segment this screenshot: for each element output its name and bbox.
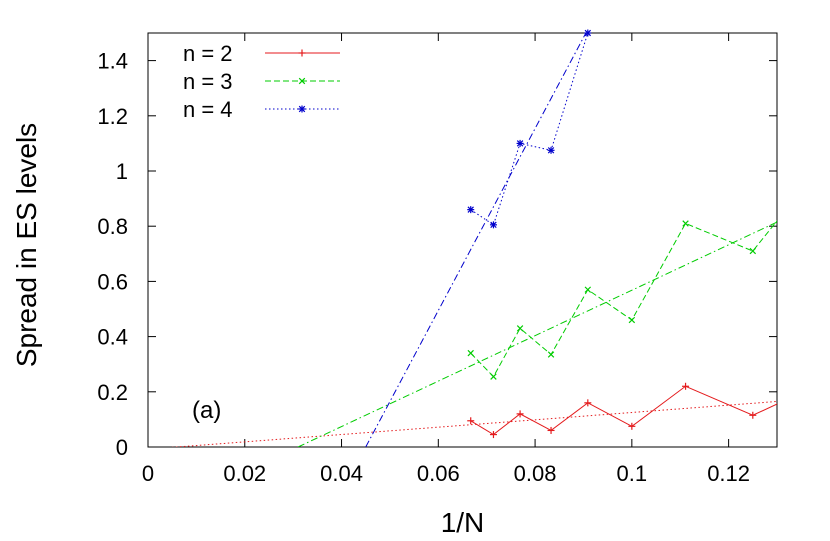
series-1 — [467, 382, 777, 439]
fit-line — [297, 221, 777, 447]
data-point — [584, 286, 592, 293]
y-tick-label: 0.8 — [97, 214, 128, 239]
legend-label: n = 2 — [183, 41, 233, 66]
y-tick-label: 1.2 — [97, 104, 128, 129]
series-3 — [467, 29, 592, 229]
y-tick-label: 1 — [116, 159, 128, 184]
y-axis-title: Spread in ES levels — [11, 123, 42, 367]
y-tick-label: 0.6 — [97, 269, 128, 294]
data-point — [628, 422, 636, 430]
axis-ticks: 0 0.02 0.04 0.06 0.08 0.1 0.12 0 0.2 0.4 0.6 0.8 1 1.… — [97, 33, 777, 486]
x-axis-title: 1/N — [441, 507, 485, 538]
x-tick-label: 0.06 — [417, 461, 460, 486]
series-line — [470, 385, 777, 436]
plot-frame — [147, 32, 778, 448]
panel-label: (a) — [192, 397, 221, 424]
y-tick-label: 0.4 — [97, 325, 128, 350]
data-point — [298, 49, 306, 57]
y-tick-label: 0.2 — [97, 380, 128, 405]
data-point — [749, 411, 757, 419]
data-point — [298, 105, 306, 113]
legend: n = 2 n = 3 n = 4 — [183, 41, 340, 122]
data-point — [467, 206, 475, 214]
data-point — [584, 29, 592, 37]
data-point — [516, 410, 524, 418]
x-tick-label: 0 — [142, 461, 154, 486]
legend-label: n = 3 — [183, 69, 233, 94]
data-point — [516, 139, 524, 147]
data-point — [298, 77, 306, 85]
data-point — [547, 146, 555, 154]
y-tick-label: 1.4 — [97, 49, 128, 74]
data-point — [749, 247, 757, 255]
data-point — [467, 349, 474, 357]
data-point — [467, 417, 475, 425]
series-2 — [467, 220, 777, 380]
y-tick-label: 0 — [116, 435, 128, 460]
fit-line — [170, 400, 777, 447]
data-point — [516, 325, 524, 332]
series-line — [470, 220, 777, 378]
x-tick-label: 0.12 — [707, 461, 750, 486]
fit-line — [365, 32, 587, 447]
data-point — [628, 316, 636, 324]
x-tick-label: 0.1 — [617, 461, 648, 486]
data-point — [490, 373, 497, 380]
x-tick-label: 0.02 — [223, 461, 266, 486]
legend-label: n = 4 — [183, 97, 233, 122]
x-tick-label: 0.04 — [320, 461, 363, 486]
fit-lines — [170, 32, 777, 447]
data-point — [682, 382, 690, 390]
data-point — [584, 399, 592, 407]
data-point — [489, 431, 497, 439]
data-point — [547, 351, 555, 358]
x-tick-label: 0.08 — [514, 461, 557, 486]
data-point — [547, 426, 555, 434]
data-series — [467, 29, 777, 439]
data-point — [489, 221, 497, 229]
data-point — [682, 220, 689, 227]
